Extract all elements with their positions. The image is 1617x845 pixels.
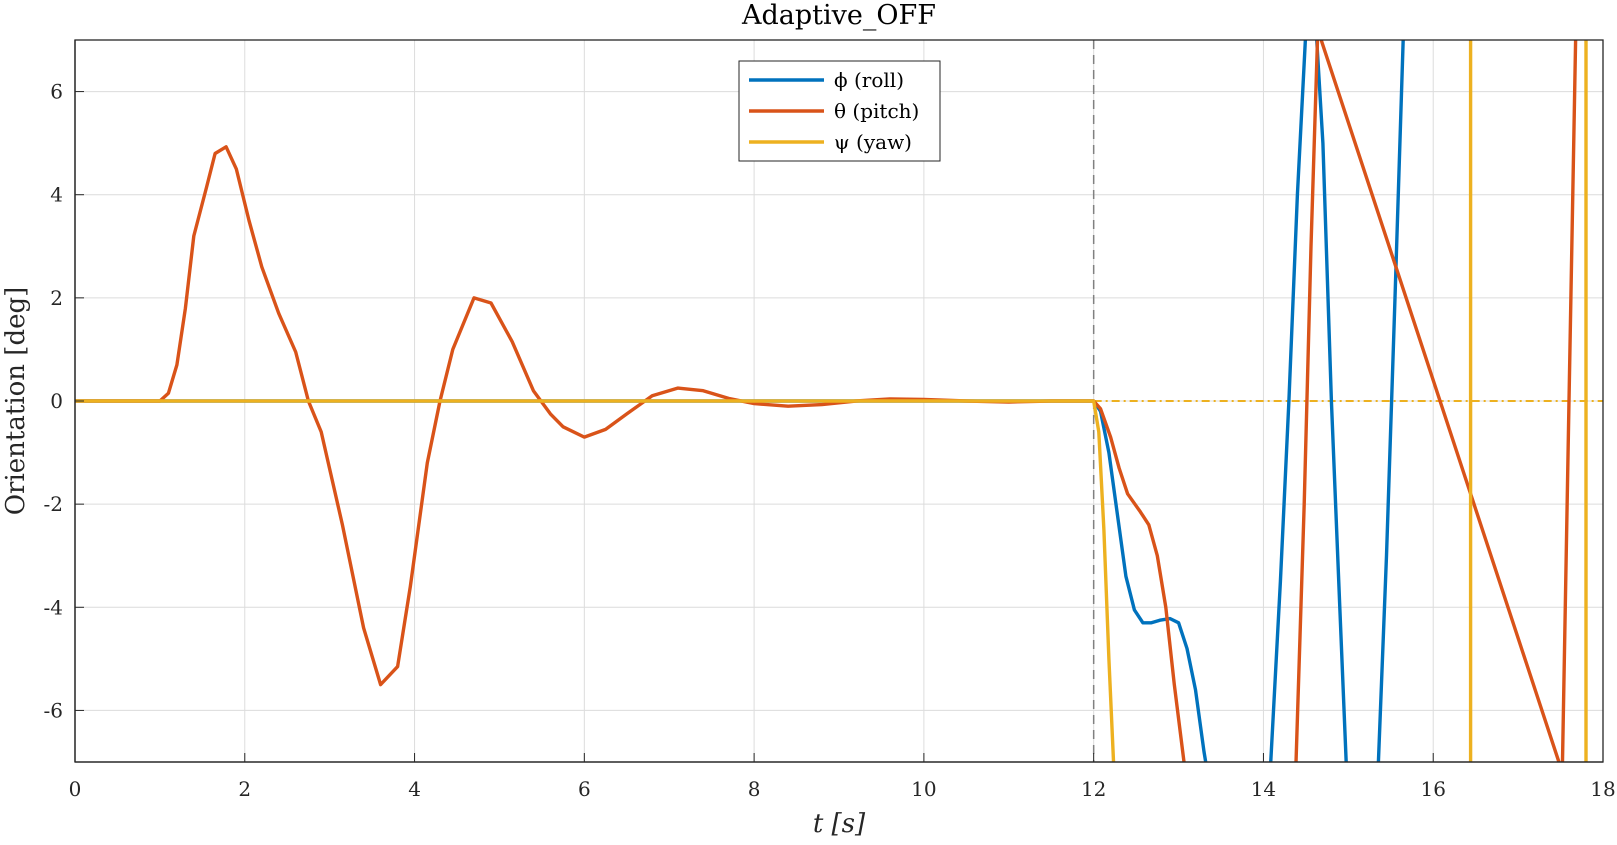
y-tick-label: -6: [44, 698, 63, 722]
legend-entry-yaw: ψ (yaw): [834, 130, 912, 154]
legend: ϕ (roll) θ (pitch) ψ (yaw): [738, 60, 941, 162]
x-tick-label: 18: [1590, 777, 1615, 801]
legend-entry-roll: ϕ (roll): [834, 68, 904, 92]
y-tick-label: 0: [50, 389, 63, 413]
y-axis-label: Orientation [deg]: [1, 287, 31, 516]
legend-entry-pitch: θ (pitch): [834, 99, 919, 123]
series-group: [75, 40, 1588, 762]
x-tick-label: 12: [1081, 777, 1106, 801]
tick-labels: 0 2 4 6 8 10 12 14 16 18 -6 -4 -2 0 2 4 6: [44, 80, 1616, 801]
y-tick-label: 2: [50, 286, 63, 310]
x-tick-label: 14: [1251, 777, 1276, 801]
y-tick-label: 6: [50, 80, 63, 104]
x-tick-label: 4: [408, 777, 421, 801]
y-tick-label: -4: [44, 595, 63, 619]
x-tick-label: 16: [1420, 777, 1445, 801]
x-tick-label: 0: [69, 777, 82, 801]
x-tick-label: 8: [748, 777, 761, 801]
x-tick-label: 10: [911, 777, 936, 801]
series-line-roll: [75, 40, 1405, 762]
x-axis-label: t [s]: [813, 809, 866, 839]
series-line-pitch: [75, 40, 1578, 762]
x-tick-label: 6: [578, 777, 591, 801]
chart-title: Adaptive_OFF: [741, 0, 936, 31]
x-tick-label: 2: [238, 777, 251, 801]
y-tick-label: -2: [44, 492, 63, 516]
series-line-yaw: [75, 40, 1588, 762]
y-tick-label: 4: [50, 183, 63, 207]
